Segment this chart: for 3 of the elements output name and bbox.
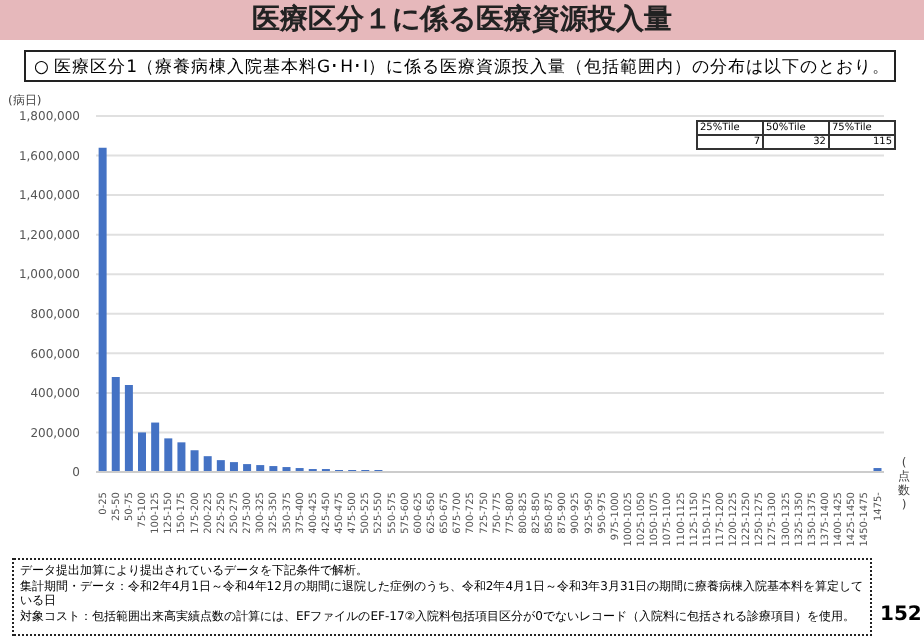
text: 152 xyxy=(880,604,922,626)
chart-title: 医療区分１に係る医療資源投入量 xyxy=(0,0,924,40)
chart-subtitle: ○ 医療区分1（療養病棟入院基本料G･H･I）に係る医療資源投入量（包括範囲内）の分布は以下のとおり。 xyxy=(24,50,896,82)
